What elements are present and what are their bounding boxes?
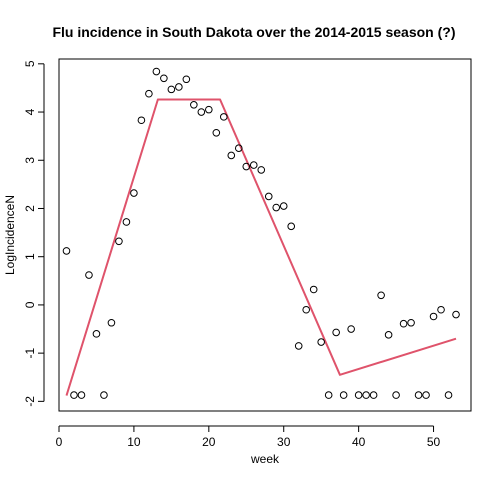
y-tick-label: 2 — [23, 205, 37, 212]
data-point — [369, 391, 378, 399]
data-point — [452, 310, 460, 319]
data-point — [182, 75, 191, 84]
data-point — [145, 89, 153, 98]
data-point — [339, 391, 348, 399]
data-point — [399, 319, 408, 328]
data-point — [279, 202, 288, 210]
y-axis: -2 -1 0 1 2 3 4 5 — [23, 60, 45, 407]
x-tick-label: 0 — [56, 435, 63, 449]
data-point — [444, 391, 453, 399]
x-tick-label: 10 — [127, 435, 141, 449]
data-point — [392, 391, 400, 399]
data-point — [332, 328, 340, 337]
data-point — [249, 161, 258, 169]
data-point — [197, 108, 206, 116]
data-point — [92, 330, 101, 338]
chart-title: Flu incidence in South Dakota over the 2… — [52, 24, 455, 40]
data-point — [324, 391, 333, 399]
data-point — [354, 391, 363, 399]
data-point — [234, 144, 243, 153]
data-point — [422, 391, 430, 399]
data-point — [107, 318, 116, 327]
data-point — [115, 237, 123, 246]
data-point — [242, 162, 251, 171]
y-axis-label: LogIncidenceN — [3, 195, 17, 275]
x-axis-label: week — [250, 452, 280, 466]
data-point — [227, 151, 236, 160]
fit-line — [65, 98, 457, 396]
y-tick-label: 0 — [23, 301, 37, 308]
x-tick-label: 40 — [352, 435, 366, 449]
data-point — [272, 203, 281, 212]
scatter-series — [62, 67, 460, 399]
data-point — [122, 218, 131, 226]
y-tick-label: 1 — [23, 253, 37, 260]
data-point — [437, 305, 445, 314]
data-point — [205, 105, 213, 114]
data-point — [137, 116, 146, 125]
data-point — [167, 85, 176, 94]
x-axis: 0 10 20 30 40 50 — [56, 425, 441, 449]
data-point — [175, 83, 183, 91]
plot-frame — [58, 58, 472, 412]
data-point — [377, 291, 385, 300]
data-point — [317, 338, 325, 346]
data-point — [212, 128, 221, 137]
y-tick-label: -2 — [23, 396, 37, 407]
data-point — [70, 391, 78, 399]
data-point — [257, 166, 266, 174]
data-point — [130, 189, 138, 197]
data-point — [407, 318, 415, 327]
data-point — [287, 222, 296, 231]
x-tick-label: 50 — [427, 435, 441, 449]
data-point — [100, 391, 108, 399]
data-point — [220, 113, 228, 121]
y-tick-label: -1 — [23, 347, 37, 358]
y-tick-label: 5 — [23, 60, 37, 67]
data-point — [190, 101, 198, 109]
data-point — [302, 305, 311, 314]
fit-line-series — [65, 98, 457, 396]
x-tick-label: 30 — [277, 435, 291, 449]
data-point — [152, 67, 161, 76]
data-point — [85, 271, 93, 279]
data-point — [384, 331, 393, 339]
y-tick-label: 3 — [23, 157, 37, 164]
data-point — [414, 391, 423, 399]
data-point — [294, 342, 303, 350]
y-tick-label: 4 — [23, 108, 37, 115]
data-point — [309, 285, 318, 294]
data-point — [347, 325, 355, 333]
data-point — [429, 312, 438, 321]
data-point — [160, 74, 168, 83]
x-tick-label: 20 — [202, 435, 216, 449]
data-point — [77, 391, 86, 399]
data-point — [362, 391, 370, 399]
data-point — [264, 192, 273, 201]
data-point — [62, 247, 71, 255]
